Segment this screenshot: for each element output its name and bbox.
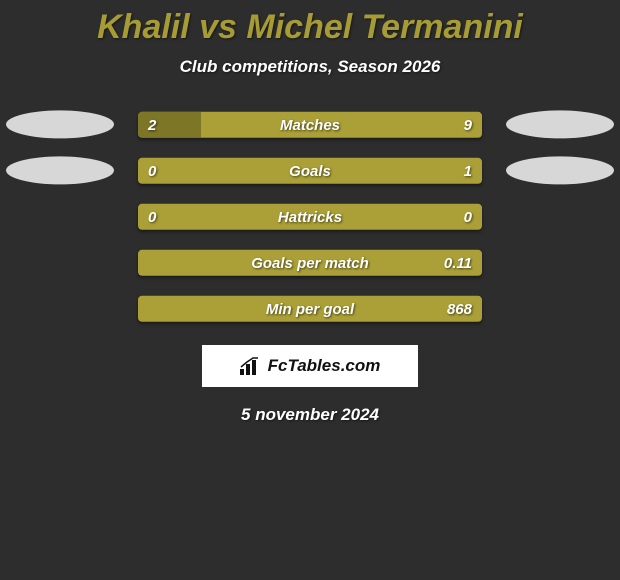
player-right-badge: [506, 156, 614, 184]
stat-label: Matches: [138, 112, 482, 138]
attribution-text: FcTables.com: [268, 356, 381, 376]
stat-row: Min per goal868: [0, 291, 620, 337]
stat-row: 0Hattricks0: [0, 199, 620, 245]
stat-bar: Goals per match0.11: [138, 250, 482, 276]
bars-icon: [240, 357, 262, 375]
stat-right-value: 0.11: [444, 250, 472, 276]
stat-bar: 2Matches9: [138, 112, 482, 138]
stat-bar: 0Hattricks0: [138, 204, 482, 230]
page-title: Khalil vs Michel Termanini: [0, 0, 620, 47]
stat-right-value: 1: [464, 158, 472, 184]
stat-right-value: 868: [447, 296, 472, 322]
stat-label: Hattricks: [138, 204, 482, 230]
stat-row: 0Goals1: [0, 153, 620, 199]
stat-bar: 0Goals1: [138, 158, 482, 184]
stat-right-value: 0: [464, 204, 472, 230]
stat-label: Goals: [138, 158, 482, 184]
stat-row: 2Matches9: [0, 107, 620, 153]
player-right-badge: [506, 110, 614, 138]
stat-label: Goals per match: [138, 250, 482, 276]
stat-right-value: 9: [464, 112, 472, 138]
date-line: 5 november 2024: [0, 405, 620, 425]
stat-row: Goals per match0.11: [0, 245, 620, 291]
attribution-badge: FcTables.com: [202, 345, 418, 387]
player-left-badge: [6, 156, 114, 184]
player-left-badge: [6, 110, 114, 138]
stat-label: Min per goal: [138, 296, 482, 322]
comparison-chart: 2Matches90Goals10Hattricks0Goals per mat…: [0, 107, 620, 337]
stat-bar: Min per goal868: [138, 296, 482, 322]
subtitle: Club competitions, Season 2026: [0, 57, 620, 77]
